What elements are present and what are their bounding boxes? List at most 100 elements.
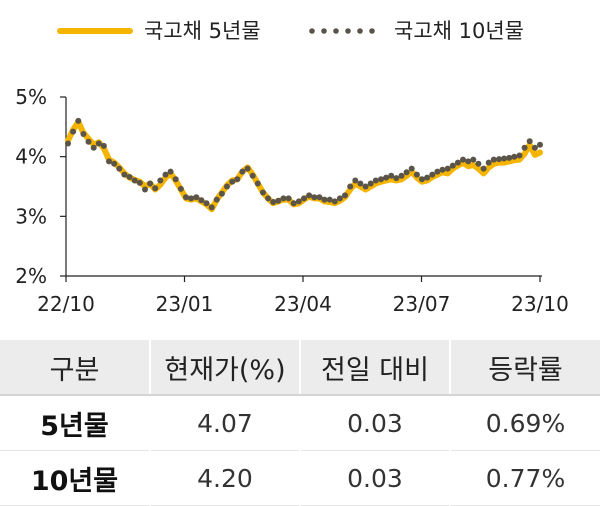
series-10y-point <box>403 169 410 176</box>
cell-change-rate: 0.77% <box>449 450 600 506</box>
series-10y-point <box>490 156 497 163</box>
series-10y-point <box>496 156 502 163</box>
x-tick-label: 23/01 <box>156 292 214 316</box>
series-10y-point <box>449 162 456 169</box>
row-label: 5년물 <box>0 395 150 451</box>
series-10y-point <box>424 174 431 181</box>
series-10y-point <box>270 199 277 205</box>
series-10y-points <box>65 117 543 211</box>
series-10y-point <box>336 195 343 202</box>
series-10y-point <box>326 196 333 203</box>
series-10y-point <box>136 179 143 186</box>
series-10y-point <box>177 185 184 192</box>
series-10y-point <box>193 194 200 201</box>
series-10y-point <box>95 140 102 147</box>
series-10y-point <box>65 140 71 147</box>
legend-swatch-10y <box>309 28 375 34</box>
series-10y-point <box>347 183 354 190</box>
series-10y-point <box>131 177 138 184</box>
x-axis: 22/10 23/01 23/04 23/07 23/10 <box>37 275 569 316</box>
cell-current-price: 4.20 <box>149 450 300 506</box>
series-10y-point <box>85 138 92 145</box>
series-10y-point <box>218 190 225 197</box>
series-10y-point <box>70 128 77 135</box>
series-10y-point <box>465 158 472 165</box>
x-tick-label: 22/10 <box>37 292 95 316</box>
series-10y-point <box>142 186 148 193</box>
series-10y-point <box>275 197 282 204</box>
series-10y-point <box>295 198 302 205</box>
x-tick-label: 23/10 <box>511 292 569 316</box>
series-10y-point <box>342 192 348 199</box>
series-10y-point <box>198 197 205 204</box>
series-10y-point <box>393 175 400 182</box>
y-tick-label: 5% <box>15 85 47 109</box>
series-10y-point <box>413 171 420 178</box>
series-10y-point <box>506 154 513 161</box>
series-10y-point <box>260 189 266 196</box>
series-10y-point <box>316 194 323 201</box>
series-10y-point <box>208 204 215 211</box>
series-10y-point <box>321 196 328 203</box>
series-10y-point <box>213 196 220 203</box>
series-10y-point <box>224 183 230 190</box>
series-10y-point <box>167 168 174 175</box>
series-10y-point <box>301 195 307 202</box>
series-10y-point <box>516 152 523 159</box>
series-10y-point <box>526 138 533 145</box>
table-row: 10년물 4.20 0.03 0.77% <box>0 450 600 506</box>
row-label: 10년물 <box>0 450 150 506</box>
series-10y-point <box>454 159 461 166</box>
cell-change: 0.03 <box>299 450 450 506</box>
series-10y-point <box>475 160 482 167</box>
series-10y-point <box>172 176 179 183</box>
table-row: 5년물 4.07 0.03 0.69% <box>0 395 600 451</box>
series-10y-point <box>460 156 466 163</box>
series-10y-point <box>234 176 241 183</box>
series-10y-point <box>419 176 425 183</box>
series-10y-point <box>388 172 395 179</box>
series-10y-point <box>280 195 287 202</box>
series-10y-point <box>106 158 112 165</box>
cell-change: 0.03 <box>299 395 450 451</box>
series-10y-point <box>265 195 272 202</box>
yield-table: 구분 현재가(%) 전일 대비 등락률 5년물 4.07 0.03 0.69% … <box>0 340 600 506</box>
series-10y-point <box>444 165 451 172</box>
series-10y-point <box>249 172 256 179</box>
series-10y-point <box>75 117 82 124</box>
series-10y-point <box>126 174 133 180</box>
series-10y-point <box>501 155 508 162</box>
series-10y-point <box>203 200 210 207</box>
x-tick-label: 23/04 <box>274 292 332 316</box>
series-10y-point <box>147 180 154 187</box>
series-10y-point <box>239 168 246 175</box>
y-tick-label: 3% <box>15 204 47 228</box>
series-10y-point <box>100 142 107 149</box>
series-10y-point <box>480 165 487 172</box>
series-10y-point <box>470 156 477 163</box>
y-tick-label: 4% <box>15 145 47 169</box>
series-10y-point <box>229 178 236 185</box>
x-tick-label: 23/07 <box>393 292 451 316</box>
header-category: 구분 <box>0 340 150 396</box>
legend-label-10y: 국고채 10년물 <box>394 19 524 43</box>
series-10y-point <box>331 198 338 205</box>
table-header-row: 구분 현재가(%) 전일 대비 등락률 <box>0 340 600 396</box>
y-tick-label: 2% <box>15 264 47 288</box>
series-10y-point <box>383 174 390 181</box>
series-10y-point <box>378 176 384 183</box>
series-10y-point <box>183 194 189 201</box>
series-10y-point <box>357 180 364 187</box>
series-10y-point <box>537 141 543 148</box>
series-10y-point <box>429 171 436 178</box>
cell-change-rate: 0.69% <box>449 395 600 451</box>
cell-current-price: 4.07 <box>149 395 300 451</box>
series-10y-point <box>511 153 518 160</box>
series-10y-point <box>188 195 195 202</box>
series-10y-point <box>434 168 441 175</box>
series-10y-point <box>285 195 292 202</box>
series-10y-point <box>439 166 446 173</box>
series-10y-point <box>311 194 318 201</box>
series-10y-point <box>162 171 169 178</box>
series-10y-point <box>408 165 415 172</box>
